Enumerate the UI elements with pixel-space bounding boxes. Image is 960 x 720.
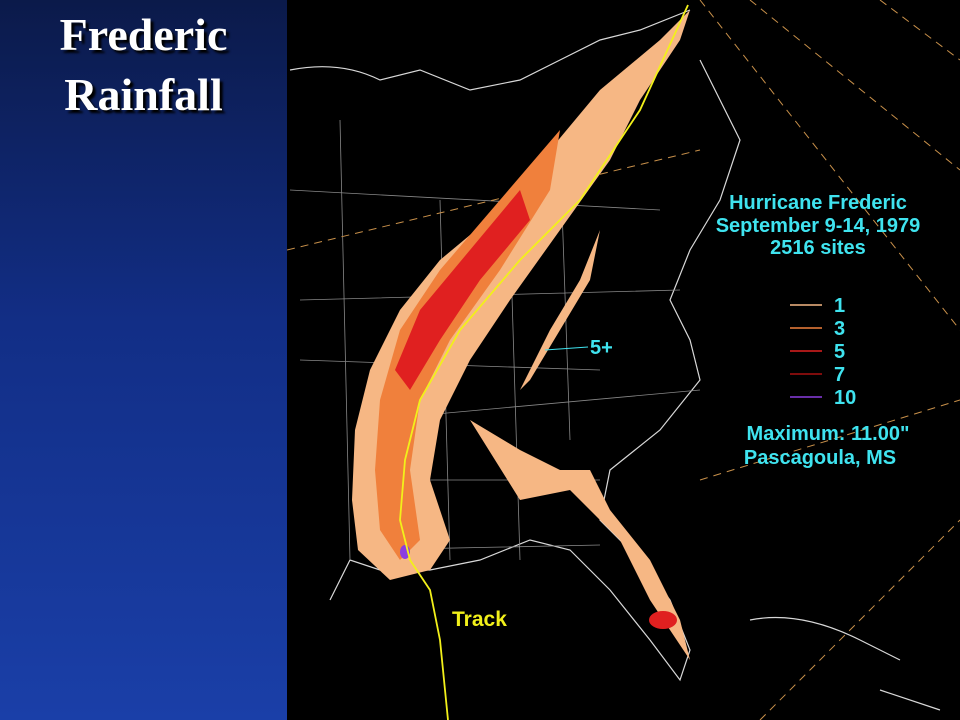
legend-label: 10 <box>834 387 856 409</box>
border <box>289 9 691 91</box>
map-heading: Hurricane Frederic <box>729 192 907 214</box>
legend-label: 7 <box>834 364 845 386</box>
callout-label: 5+ <box>590 337 613 359</box>
map-heading: September 9-14, 1979 <box>716 215 921 237</box>
slide-title: Rainfall <box>64 69 223 120</box>
track-line <box>399 4 689 720</box>
graticule <box>287 0 960 720</box>
rain-swath <box>395 190 530 390</box>
map: Track Hurricane Frederic September 9-14,… <box>287 0 960 720</box>
map-text: Hurricane Frederic September 9-14, 1979 … <box>590 192 920 469</box>
rain-spot <box>649 611 677 629</box>
rain-swath <box>352 10 690 580</box>
slide-title: Frederic <box>59 9 228 60</box>
side-panel: Frederic Rainfall <box>0 0 287 720</box>
maximum-location: Pascagoula, MS <box>744 447 896 469</box>
legend-label: 3 <box>834 318 845 340</box>
rain-swath <box>470 420 690 660</box>
maximum: Maximum: 11.00" <box>747 423 910 445</box>
legend-label: 5 <box>834 341 845 363</box>
legend-label: 1 <box>834 295 845 317</box>
map-heading: 2516 sites <box>770 237 866 259</box>
track-label: Track <box>452 608 507 631</box>
islands <box>749 616 941 711</box>
callout-line <box>544 346 589 351</box>
